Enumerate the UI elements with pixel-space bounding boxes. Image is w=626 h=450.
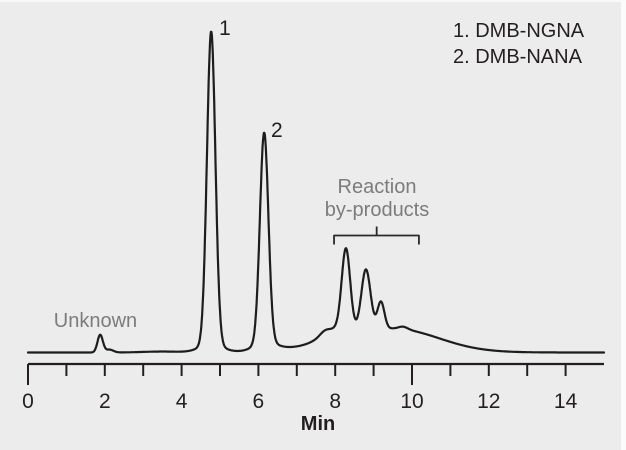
x-tick-label: 4: [175, 390, 188, 413]
x-tick-label: 0: [22, 390, 34, 413]
byproducts-bracket: [333, 226, 420, 245]
legend-entry-1: 1. DMB-NGNA: [453, 20, 585, 42]
peak-1-number-label: 1: [219, 17, 231, 40]
x-tick-label: 2: [98, 390, 111, 413]
reaction-byproducts-line1: Reaction: [337, 176, 417, 198]
legend-entry-2: 2. DMB-NANA: [453, 46, 582, 68]
top-edge-strip: [0, 0, 626, 2]
reaction-byproducts-line2: by-products: [324, 199, 430, 221]
peak-legend: 1. DMB-NGNA 2. DMB-NANA: [453, 18, 584, 70]
x-tick-label: 6: [252, 390, 265, 413]
unknown-peak-label: Unknown: [53, 310, 138, 332]
peak-2-number-label: 2: [271, 119, 283, 142]
x-axis-title: Min: [300, 413, 336, 435]
right-edge-strip: [621, 0, 626, 450]
chromatogram-trace: [26, 30, 606, 354]
x-tick-label: 10: [400, 390, 424, 413]
reaction-byproducts-label: Reaction by-products: [312, 176, 442, 222]
x-tick-label: 12: [477, 390, 501, 413]
x-tick-label: 14: [553, 390, 578, 413]
x-tick-label: 8: [329, 390, 342, 413]
